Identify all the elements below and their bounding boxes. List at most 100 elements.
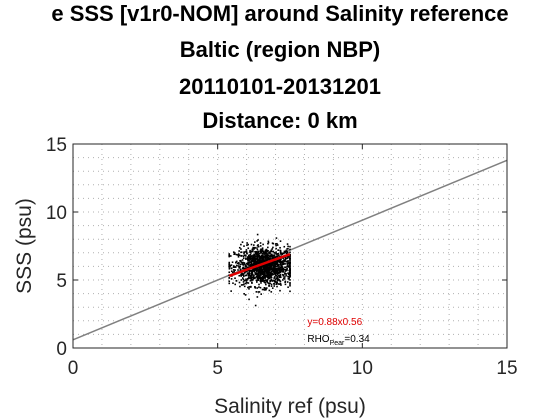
scatter-point bbox=[259, 252, 262, 254]
scatter-point bbox=[261, 275, 264, 278]
scatter-point bbox=[253, 261, 256, 264]
scatter-point bbox=[248, 271, 250, 274]
scatter-point bbox=[229, 264, 232, 267]
scatter-point bbox=[240, 248, 242, 250]
scatter-point bbox=[256, 279, 258, 282]
scatter-point bbox=[247, 262, 250, 265]
scatter-point bbox=[253, 248, 255, 250]
scatter-point bbox=[270, 272, 272, 274]
scatter-point bbox=[289, 269, 291, 272]
scatter-point bbox=[279, 275, 281, 277]
scatter-point bbox=[235, 279, 238, 282]
scatter-point bbox=[243, 252, 245, 255]
scatter-point bbox=[256, 267, 259, 269]
scatter-point bbox=[254, 272, 257, 275]
scatter-point bbox=[253, 276, 255, 278]
scatter-point bbox=[271, 254, 274, 257]
scatter-point bbox=[264, 274, 267, 277]
scatter-point bbox=[271, 261, 273, 263]
scatter-point bbox=[284, 281, 286, 284]
scatter-point bbox=[248, 272, 251, 275]
scatter-point bbox=[276, 272, 279, 275]
scatter-point bbox=[245, 255, 247, 257]
scatter-point bbox=[264, 250, 266, 253]
x-tick-label: 15 bbox=[496, 358, 517, 379]
scatter-point bbox=[275, 247, 277, 250]
scatter-point bbox=[279, 270, 281, 273]
scatter-point bbox=[257, 277, 260, 279]
scatter-point bbox=[230, 290, 232, 292]
scatter-point bbox=[270, 271, 272, 273]
scatter-point bbox=[278, 265, 280, 267]
scatter-point bbox=[241, 272, 243, 275]
scatter-point bbox=[249, 279, 252, 282]
scatter-point bbox=[252, 256, 255, 259]
scatter-point bbox=[238, 263, 240, 265]
scatter-point bbox=[262, 272, 264, 275]
scatter-point bbox=[253, 269, 256, 272]
scatter-point bbox=[233, 252, 236, 254]
scatter-point bbox=[250, 263, 253, 266]
scatter-point bbox=[280, 265, 282, 268]
scatter-point bbox=[266, 281, 269, 284]
scatter-point bbox=[257, 268, 260, 271]
scatter-point bbox=[247, 258, 249, 261]
scatter-point bbox=[245, 281, 248, 284]
scatter-point bbox=[266, 273, 268, 275]
scatter-point bbox=[285, 252, 288, 255]
scatter-point bbox=[232, 266, 235, 268]
scatter-point bbox=[289, 251, 291, 254]
scatter-point bbox=[257, 261, 259, 264]
scatter-point bbox=[261, 271, 263, 274]
scatter-point bbox=[270, 267, 273, 269]
scatter-point bbox=[287, 286, 289, 289]
scatter-point bbox=[277, 267, 280, 270]
scatter-point bbox=[279, 249, 282, 252]
scatter-point bbox=[268, 264, 271, 267]
scatter-point bbox=[251, 272, 253, 275]
scatter-point bbox=[276, 276, 279, 278]
scatter-point bbox=[268, 289, 271, 292]
scatter-point bbox=[251, 256, 254, 258]
scatter-point bbox=[231, 271, 234, 274]
scatter-point bbox=[264, 266, 267, 268]
scatter-point bbox=[267, 241, 270, 244]
scatter-point bbox=[287, 275, 289, 278]
scatter-point bbox=[258, 252, 261, 255]
scatter-point bbox=[238, 261, 240, 264]
scatter-point bbox=[289, 257, 291, 259]
scatter-point bbox=[237, 253, 240, 255]
scatter-point bbox=[286, 269, 288, 272]
scatter-point bbox=[263, 281, 266, 283]
scatter-point bbox=[256, 254, 258, 257]
scatter-point bbox=[284, 263, 286, 265]
scatter-point bbox=[241, 274, 243, 276]
scatter-point bbox=[260, 259, 262, 262]
scatter-point bbox=[263, 271, 266, 274]
scatter-point bbox=[249, 253, 252, 256]
scatter-point bbox=[266, 252, 268, 254]
scatter-point bbox=[261, 280, 264, 282]
scatter-point bbox=[264, 267, 266, 269]
scatter-point bbox=[254, 255, 257, 257]
tick-labels: 0 5 10 15 0 5 10 15 bbox=[46, 135, 518, 379]
scatter-point bbox=[266, 280, 268, 283]
scatter-point bbox=[262, 276, 264, 279]
scatter-point bbox=[261, 257, 264, 259]
scatter-point bbox=[286, 264, 289, 266]
scatter-point bbox=[289, 248, 291, 251]
scatter-point bbox=[286, 262, 288, 265]
scatter-point bbox=[278, 283, 281, 285]
scatter-point bbox=[244, 294, 247, 296]
scatter-point bbox=[271, 272, 274, 275]
scatter-point bbox=[264, 260, 267, 262]
scatter-point bbox=[265, 288, 267, 290]
scatter-point bbox=[249, 249, 251, 252]
scatter-point bbox=[270, 291, 273, 293]
scatter-point bbox=[269, 262, 272, 265]
scatter-point bbox=[289, 284, 291, 287]
x-tick-label: 0 bbox=[68, 358, 79, 379]
scatter-point bbox=[275, 283, 278, 285]
scatter-point bbox=[254, 252, 257, 255]
scatter-point bbox=[276, 256, 278, 258]
